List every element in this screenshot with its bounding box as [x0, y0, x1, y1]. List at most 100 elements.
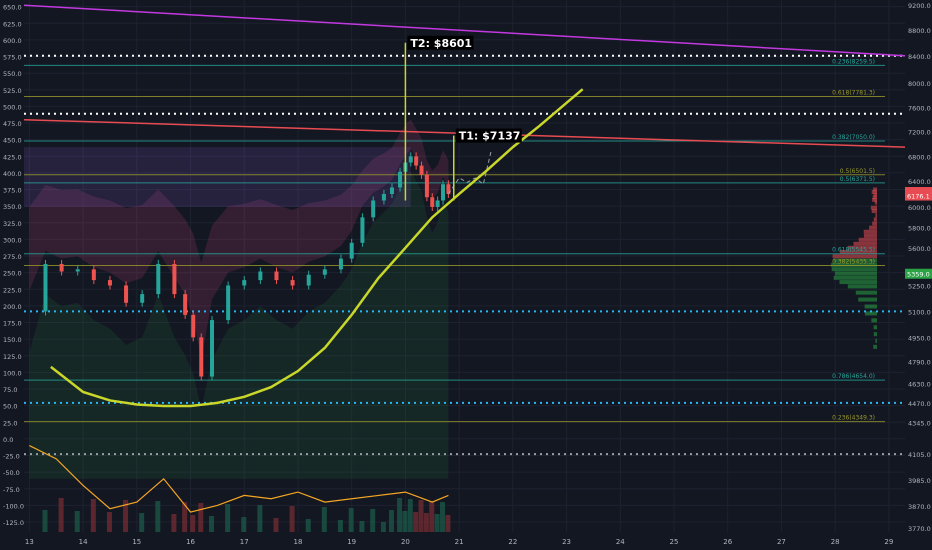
volume-bar — [370, 509, 375, 532]
left-tick-label: 175.0 — [3, 320, 22, 328]
left-tick-label: -50.0 — [3, 469, 20, 477]
volume-bar — [349, 508, 354, 532]
fib-label: 0.786(4654.0) — [832, 373, 875, 380]
candle-body — [108, 280, 112, 285]
candle-body — [60, 264, 64, 272]
right-tick-label: 4630.0 — [908, 380, 931, 388]
candle-body — [420, 166, 424, 175]
left-tick-label: 575.0 — [3, 54, 22, 62]
candle-body — [414, 156, 418, 165]
candle-body — [339, 259, 343, 270]
left-tick-label: 550.0 — [3, 70, 22, 78]
purple-zone — [24, 147, 411, 207]
right-tick-label: 6400.0 — [908, 178, 931, 186]
left-tick-label: -100.0 — [3, 502, 24, 510]
left-tick-label: -75.0 — [3, 486, 20, 494]
volume-bar — [419, 500, 424, 532]
x-tick-label: 27 — [777, 538, 786, 546]
x-tick-label: 23 — [562, 538, 571, 546]
candle-body — [409, 156, 413, 162]
fib-label: 0.382(7050.0) — [832, 134, 875, 141]
candle-body — [156, 264, 160, 294]
volume-bar — [241, 517, 246, 532]
right-tick-label: 8000.0 — [908, 80, 931, 88]
candle-body — [226, 285, 230, 320]
right-tick-label: 5100.0 — [908, 308, 931, 316]
candle-body — [350, 243, 354, 259]
volume-bar — [322, 507, 327, 532]
candle-body — [398, 172, 402, 188]
volume-profile-bar — [872, 221, 877, 225]
volume-bar — [389, 510, 394, 532]
candle-body — [360, 217, 364, 242]
right-tick-label: 5250.0 — [908, 282, 931, 290]
volume-profile-bar — [865, 304, 877, 308]
candle-body — [191, 315, 195, 337]
candle-body — [274, 271, 278, 280]
candle-body — [441, 184, 445, 200]
volume-profile-bar — [873, 345, 877, 349]
x-tick-label: 25 — [670, 538, 679, 546]
x-tick-label: 13 — [25, 538, 34, 546]
volume-profile-bar — [869, 226, 877, 230]
x-tick-label: 14 — [79, 538, 88, 546]
candle-body — [291, 280, 295, 285]
candle-body — [436, 200, 440, 206]
volume-bar — [190, 515, 195, 532]
volume-profile-bar — [871, 318, 877, 322]
left-tick-label: 400.0 — [3, 170, 22, 178]
candle-body — [242, 280, 246, 285]
left-tick-label: 325.0 — [3, 220, 22, 228]
left-tick-label: 300.0 — [3, 236, 22, 244]
candle-body — [43, 264, 47, 311]
right-tick-label: 4345.0 — [908, 419, 931, 427]
x-tick-label: 17 — [240, 538, 249, 546]
volume-profile-bar — [874, 217, 877, 221]
left-tick-label: -25.0 — [3, 453, 20, 461]
left-tick-label: 225.0 — [3, 286, 22, 294]
fib-label: 0.382(5435.3) — [832, 259, 875, 266]
x-tick-label: 20 — [401, 538, 410, 546]
left-tick-label: 100.0 — [3, 369, 22, 377]
volume-profile-bar — [875, 213, 877, 217]
right-tick-label: 4950.0 — [908, 334, 931, 342]
right-tick-label: 6000.0 — [908, 204, 931, 212]
target-label: T2: $8601 — [410, 37, 472, 50]
left-tick-label: 500.0 — [3, 103, 22, 111]
left-tick-label: 125.0 — [3, 353, 22, 361]
volume-bar — [273, 518, 278, 532]
right-tick-label: 7200.0 — [908, 129, 931, 137]
x-tick-label: 28 — [831, 538, 840, 546]
volume-profile-bar — [875, 339, 877, 343]
volume-bar — [198, 503, 203, 532]
candle-body — [323, 269, 327, 274]
candle-body — [124, 285, 128, 302]
right-tick-label: 3870.0 — [908, 503, 931, 511]
x-tick-label: 22 — [508, 538, 517, 546]
left-tick-label: 250.0 — [3, 270, 22, 278]
candle-body — [307, 275, 311, 286]
volume-bar — [42, 510, 47, 532]
right-tick-label: 9200.0 — [908, 2, 931, 10]
target-label: T1: $7137 — [459, 130, 521, 143]
right-tick-label: 4105.0 — [908, 451, 931, 459]
volume-bar — [155, 501, 160, 532]
candle-body — [371, 200, 375, 217]
volume-profile-bar — [848, 284, 877, 288]
left-tick-label: 375.0 — [3, 187, 22, 195]
left-tick-label: 50.0 — [3, 403, 17, 411]
candle-body — [140, 294, 144, 303]
candle-body — [183, 294, 187, 315]
volume-profile-bar — [839, 280, 877, 284]
left-tick-label: 350.0 — [3, 203, 22, 211]
right-tick-label: 4790.0 — [908, 358, 931, 366]
volume-profile-bar — [858, 298, 877, 302]
fib-label: 0.618(5545.5) — [832, 247, 875, 254]
volume-bar — [257, 505, 262, 532]
volume-bar — [107, 512, 112, 532]
volume-bar — [397, 498, 402, 532]
volume-bar — [381, 522, 386, 532]
left-tick-label: 525.0 — [3, 87, 22, 95]
candle-body — [258, 271, 262, 280]
